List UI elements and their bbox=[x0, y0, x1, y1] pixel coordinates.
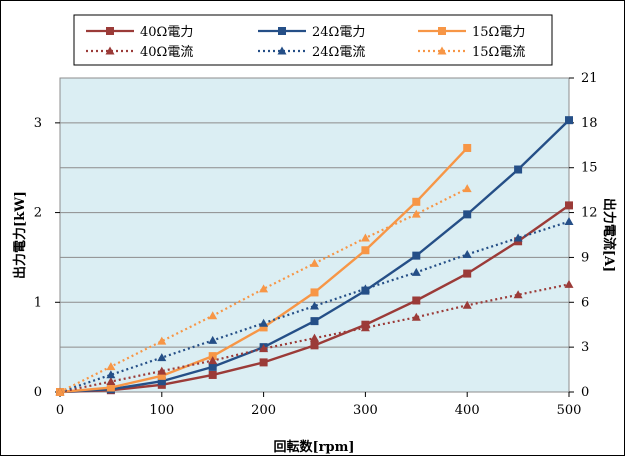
legend: 40Ω電力 24Ω電力 15Ω電力 40Ω電流 24Ω電流 15Ω電流 bbox=[73, 14, 553, 66]
data-point bbox=[360, 284, 370, 293]
data-point bbox=[411, 209, 421, 218]
x-tick-label: 400 bbox=[455, 403, 480, 418]
y2-axis-title: 出力電流[A] bbox=[601, 198, 617, 272]
data-point bbox=[462, 184, 472, 193]
data-point bbox=[208, 370, 217, 379]
data-point bbox=[310, 288, 319, 297]
data-point bbox=[259, 344, 269, 353]
data-point bbox=[360, 323, 370, 332]
data-point bbox=[310, 317, 319, 326]
y-tick-label: 2 bbox=[34, 206, 42, 221]
y-axis-title: 出力電力[kW] bbox=[12, 191, 28, 279]
x-tick-label: 500 bbox=[557, 403, 582, 418]
data-point bbox=[157, 353, 167, 362]
data-point bbox=[157, 366, 167, 375]
data-point bbox=[259, 284, 269, 293]
y-tick-label: 1 bbox=[34, 295, 42, 310]
data-point bbox=[564, 279, 574, 288]
x-axis-ticks: 0 100 200 300 400 500 bbox=[56, 392, 582, 418]
legend-label: 24Ω電力 bbox=[312, 25, 365, 40]
legend-label: 15Ω電力 bbox=[472, 25, 525, 40]
data-point bbox=[106, 370, 116, 379]
series-6 bbox=[55, 184, 472, 396]
data-point bbox=[565, 116, 573, 125]
data-point bbox=[157, 371, 166, 380]
data-point bbox=[106, 383, 115, 392]
x-axis-title: 回転数[rpm] bbox=[274, 439, 355, 455]
data-point bbox=[310, 258, 319, 267]
legend-label: 15Ω電流 bbox=[472, 45, 525, 60]
legend-marker bbox=[278, 27, 286, 35]
data-point bbox=[208, 362, 217, 371]
data-point bbox=[259, 318, 269, 327]
data-point bbox=[513, 290, 523, 299]
data-point bbox=[564, 217, 574, 226]
data-point bbox=[157, 377, 166, 386]
legend-marker bbox=[105, 46, 115, 55]
data-point bbox=[463, 210, 472, 219]
y-axis-ticks: 0 1 2 3 bbox=[34, 116, 60, 400]
data-point bbox=[412, 251, 421, 260]
y-tick-label: 3 bbox=[34, 116, 42, 131]
y2-tick-label: 6 bbox=[581, 295, 589, 310]
data-point bbox=[157, 336, 167, 345]
data-point bbox=[462, 300, 472, 309]
y-tick-label: 0 bbox=[34, 385, 42, 400]
series-line bbox=[59, 187, 468, 393]
y2-axis-ticks: 0 3 6 9 12 15 18 21 bbox=[569, 71, 598, 400]
data-point bbox=[360, 233, 370, 242]
data-point bbox=[411, 312, 421, 321]
data-point bbox=[310, 333, 319, 342]
data-point bbox=[55, 387, 65, 396]
legend-marker bbox=[106, 27, 114, 35]
y2-tick-label: 0 bbox=[581, 385, 589, 400]
legend-marker bbox=[438, 27, 446, 35]
data-point bbox=[208, 335, 218, 344]
y2-tick-label: 15 bbox=[581, 161, 598, 176]
x-tick-label: 0 bbox=[56, 403, 64, 418]
x-tick-label: 100 bbox=[149, 403, 174, 418]
x-tick-label: 200 bbox=[251, 403, 276, 418]
data-point bbox=[412, 296, 421, 305]
data-point bbox=[361, 246, 370, 255]
legend-label: 40Ω電力 bbox=[140, 25, 193, 40]
y2-tick-label: 3 bbox=[581, 340, 589, 355]
legend-marker bbox=[437, 46, 447, 55]
data-point bbox=[310, 341, 319, 350]
data-point bbox=[259, 358, 268, 367]
data-point bbox=[411, 267, 421, 276]
data-point bbox=[412, 197, 421, 206]
data-point bbox=[513, 233, 523, 242]
data-point bbox=[463, 269, 472, 278]
y2-tick-label: 12 bbox=[581, 206, 598, 221]
x-tick-label: 300 bbox=[353, 403, 378, 418]
data-point bbox=[463, 143, 472, 152]
data-point bbox=[106, 377, 116, 386]
data-point bbox=[106, 362, 116, 371]
legend-marker bbox=[277, 46, 287, 55]
legend-label: 24Ω電流 bbox=[312, 45, 365, 60]
y2-tick-label: 21 bbox=[581, 71, 598, 86]
data-point bbox=[514, 165, 523, 174]
y2-tick-label: 9 bbox=[581, 250, 589, 265]
data-point bbox=[259, 323, 268, 332]
legend-label: 40Ω電流 bbox=[140, 45, 193, 60]
data-point bbox=[310, 301, 319, 310]
series-group bbox=[55, 116, 574, 396]
data-point bbox=[565, 201, 573, 210]
legend-box bbox=[73, 14, 553, 66]
data-point bbox=[208, 356, 218, 365]
data-point bbox=[462, 249, 472, 258]
y2-tick-label: 18 bbox=[581, 116, 598, 131]
series-4 bbox=[55, 279, 574, 396]
data-point bbox=[208, 311, 218, 320]
